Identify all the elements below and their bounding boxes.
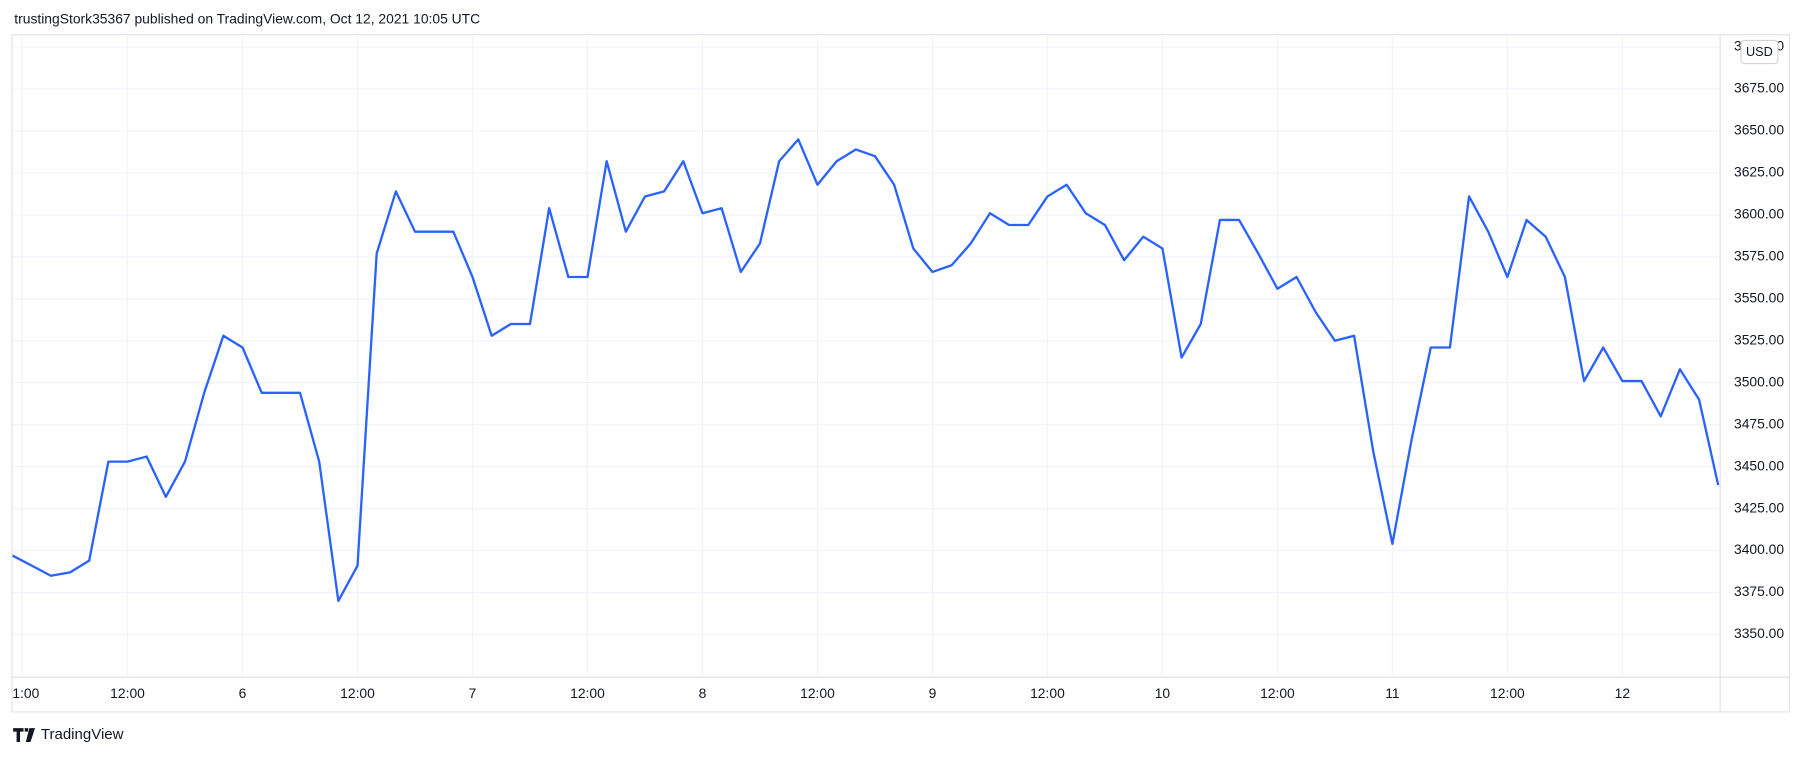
- y-tick-label: 3475.00: [1734, 415, 1784, 431]
- x-tick-label: 9: [929, 685, 937, 701]
- y-tick-label: 3400.00: [1734, 541, 1784, 557]
- x-tick-label: 11: [1385, 685, 1400, 701]
- x-tick-label: 1:00: [12, 685, 39, 701]
- x-tick-label: 12: [1615, 685, 1631, 701]
- y-tick-label: 3525.00: [1734, 331, 1784, 347]
- y-tick-label: 3550.00: [1734, 289, 1784, 305]
- x-tick-label: 12:00: [800, 685, 835, 701]
- currency-label: USD: [1746, 44, 1773, 59]
- labels: 3350.00 3375.00 3400.00 3425.00 3450.00 3475.…: [12, 38, 1784, 702]
- currency-badge[interactable]: [1740, 39, 1779, 65]
- y-tick-label: 3500.00: [1734, 373, 1784, 389]
- x-tick-label: 12:00: [340, 685, 375, 701]
- x-tick-label: 10: [1155, 685, 1171, 701]
- y-tick-label: 3600.00: [1734, 206, 1784, 222]
- x-tick-label: 6: [239, 685, 247, 701]
- y-tick-label: 3450.00: [1734, 457, 1784, 473]
- chart-frame: [11, 34, 1791, 713]
- x-tick-label: 12:00: [110, 685, 145, 701]
- grid: [12, 34, 1721, 678]
- y-tick-label: 3625.00: [1734, 164, 1784, 180]
- x-tick-label: 8: [699, 685, 707, 701]
- y-tick-label: 3350.00: [1734, 625, 1784, 641]
- marks: [12, 138, 1720, 603]
- x-tick-label: 12:00: [1030, 685, 1065, 701]
- brand-name: TradingView: [41, 726, 124, 743]
- x-tick-label: 7: [469, 685, 477, 701]
- price-line: [12, 138, 1720, 603]
- x-tick-label: 12:00: [1490, 685, 1525, 701]
- y-tick-label: 3575.00: [1734, 248, 1784, 264]
- y-tick-label: 3650.00: [1734, 122, 1784, 138]
- y-tick-label: 3375.00: [1734, 583, 1784, 599]
- y-tick-label: 3675.00: [1734, 80, 1784, 96]
- y-tick-label: 3425.00: [1734, 499, 1784, 515]
- publish-header: trustingStork35367 published on TradingV…: [14, 10, 480, 26]
- x-tick-label: 12:00: [1260, 685, 1295, 701]
- x-tick-label: 12:00: [570, 685, 605, 701]
- brand-logo: [13, 728, 36, 742]
